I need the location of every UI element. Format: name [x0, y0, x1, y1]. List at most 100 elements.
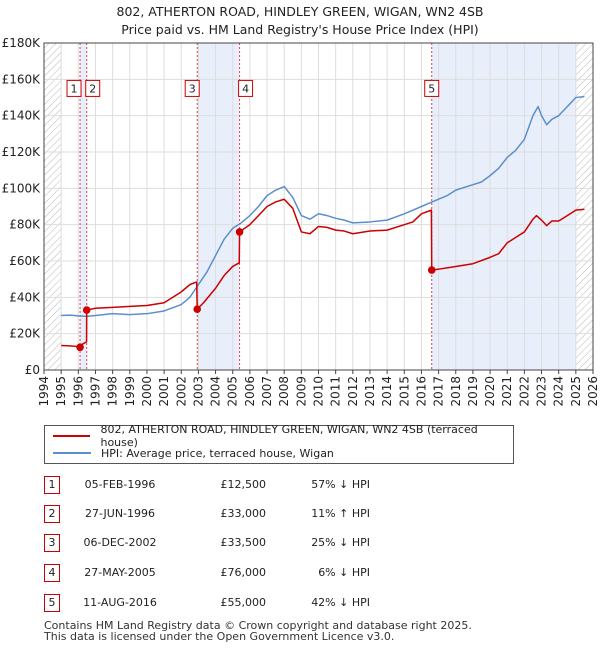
- chart-title-block: 802, ATHERTON ROAD, HINDLEY GREEN, WIGAN…: [0, 3, 600, 39]
- sale-label: 2: [89, 82, 96, 95]
- transaction-row: 2 27-JUN-1996 £33,000 11% ↑ HPI: [0, 505, 600, 525]
- x-tick-label: 2003: [191, 376, 205, 407]
- x-tick-label: 2026: [586, 376, 600, 407]
- y-tick-label: £180K: [2, 36, 42, 50]
- chart-subtitle: Price paid vs. HM Land Registry's House …: [121, 22, 479, 37]
- transaction-row: 3 06-DEC-2002 £33,500 25% ↓ HPI: [0, 534, 600, 554]
- transaction-hpi-diff: 25% ↓ HPI: [311, 536, 370, 549]
- x-tick-label: 2005: [226, 376, 240, 407]
- sale-label-box: [184, 79, 200, 97]
- legend-item-property: 802, ATHERTON ROAD, HINDLEY GREEN, WIGAN…: [53, 423, 513, 449]
- transaction-price: £55,000: [220, 596, 267, 609]
- series-line: [61, 198, 585, 349]
- chart-legend: 802, ATHERTON ROAD, HINDLEY GREEN, WIGAN…: [44, 423, 514, 464]
- legend-label-hpi: HPI: Average price, terraced house, Wiga…: [101, 446, 334, 460]
- transaction-price: £33,000: [220, 507, 267, 520]
- x-tick-label: 2012: [346, 376, 360, 407]
- y-tick-label: £140K: [2, 109, 42, 123]
- sale-label-box: [424, 79, 440, 97]
- hatch-region: [44, 43, 62, 370]
- transaction-date: 05-FEB-1996: [84, 478, 156, 491]
- sale-point: [427, 266, 436, 274]
- legend-swatch-property: [53, 435, 91, 437]
- transaction-price: £12,500: [220, 478, 267, 491]
- x-tick-label: 2021: [500, 376, 514, 407]
- transaction-row: 5 11-AUG-2016 £55,000 42% ↓ HPI: [0, 594, 600, 614]
- legend-label-property: 802, ATHERTON ROAD, HINDLEY GREEN, WIGAN…: [100, 423, 478, 449]
- y-tick-label: £60K: [9, 254, 41, 268]
- transaction-hpi-diff: 57% ↓ HPI: [311, 478, 370, 491]
- x-tick-label: 2004: [209, 376, 223, 407]
- transaction-price: £33,500: [220, 536, 267, 549]
- x-tick-label: 2014: [380, 376, 394, 407]
- x-tick-label: 1999: [123, 376, 137, 407]
- sale-label-box: [238, 79, 254, 97]
- x-tick-label: 1995: [54, 376, 68, 407]
- sale-point: [76, 343, 84, 352]
- y-tick-label: £120K: [2, 145, 42, 159]
- x-tick-label: 2024: [552, 376, 566, 407]
- footer-line-2: This data is licensed under the Open Gov…: [44, 630, 395, 643]
- transaction-price: £76,000: [220, 566, 267, 579]
- sale-label: 4: [242, 82, 249, 95]
- x-tick-label: 1994: [37, 376, 51, 407]
- y-tick-label: £20K: [9, 327, 41, 341]
- x-tick-label: 2022: [517, 376, 531, 407]
- transaction-date: 11-AUG-2016: [83, 596, 157, 609]
- x-tick-label: 2009: [294, 376, 308, 407]
- sale-label-box: [66, 79, 82, 97]
- y-tick-label: £0: [25, 363, 40, 377]
- sale-label: 3: [189, 82, 196, 95]
- series-line: [61, 95, 585, 318]
- transaction-row: 4 27-MAY-2005 £76,000 6% ↓ HPI: [0, 564, 600, 584]
- x-tick-label: 2006: [243, 376, 257, 407]
- x-tick-label: 2013: [363, 376, 377, 407]
- x-tick-label: 1998: [106, 376, 120, 407]
- sale-point: [193, 305, 202, 313]
- sale-period-shade: [197, 43, 240, 370]
- x-tick-label: 2002: [174, 376, 188, 407]
- x-tick-label: 2019: [466, 376, 480, 407]
- x-tick-label: 2023: [535, 376, 549, 407]
- x-tick-label: 1997: [88, 376, 102, 407]
- y-tick-label: £80K: [9, 218, 41, 232]
- x-tick-label: 2007: [260, 376, 274, 407]
- transaction-hpi-diff: 42% ↓ HPI: [311, 596, 370, 609]
- sale-label-box: [85, 79, 101, 97]
- x-tick-label: 2000: [140, 376, 154, 407]
- footer-line-1: Contains HM Land Registry data © Crown c…: [44, 619, 472, 632]
- sale-period-shade: [80, 43, 87, 370]
- transaction-number: 4: [44, 564, 60, 582]
- x-tick-label: 2017: [432, 376, 446, 407]
- transaction-date: 27-JUN-1996: [84, 507, 156, 520]
- transaction-number: 1: [44, 476, 60, 494]
- hatch-region: [575, 43, 593, 370]
- x-tick-label: 2011: [329, 376, 343, 407]
- transaction-hpi-diff: 11% ↑ HPI: [311, 507, 370, 520]
- transaction-number: 5: [44, 594, 60, 612]
- x-tick-label: 2015: [397, 376, 411, 407]
- transaction-date: 06-DEC-2002: [83, 536, 157, 549]
- sale-label: 5: [428, 82, 435, 95]
- y-tick-label: £100K: [2, 181, 42, 195]
- transaction-row: 1 05-FEB-1996 £12,500 57% ↓ HPI: [0, 476, 600, 496]
- plot-frame: [43, 42, 594, 371]
- x-tick-label: 2018: [449, 376, 463, 407]
- transaction-number: 3: [44, 534, 60, 552]
- footer-notice: Contains HM Land Registry data © Crown c…: [44, 620, 472, 642]
- x-tick-label: 2025: [569, 376, 583, 407]
- x-tick-label: 2001: [157, 376, 171, 407]
- y-tick-label: £40K: [9, 290, 41, 304]
- transaction-date: 27-MAY-2005: [84, 566, 156, 579]
- x-tick-label: 2010: [312, 376, 326, 407]
- sale-point: [82, 306, 91, 314]
- sale-label: 1: [71, 82, 78, 95]
- transaction-number: 2: [44, 505, 60, 523]
- x-tick-label: 1996: [71, 376, 85, 407]
- legend-swatch-hpi: [53, 452, 91, 454]
- chart-title: 802, ATHERTON ROAD, HINDLEY GREEN, WIGAN…: [116, 4, 484, 19]
- sale-period-shade: [431, 43, 576, 370]
- x-tick-label: 2008: [277, 376, 291, 407]
- x-tick-label: 2016: [414, 376, 428, 407]
